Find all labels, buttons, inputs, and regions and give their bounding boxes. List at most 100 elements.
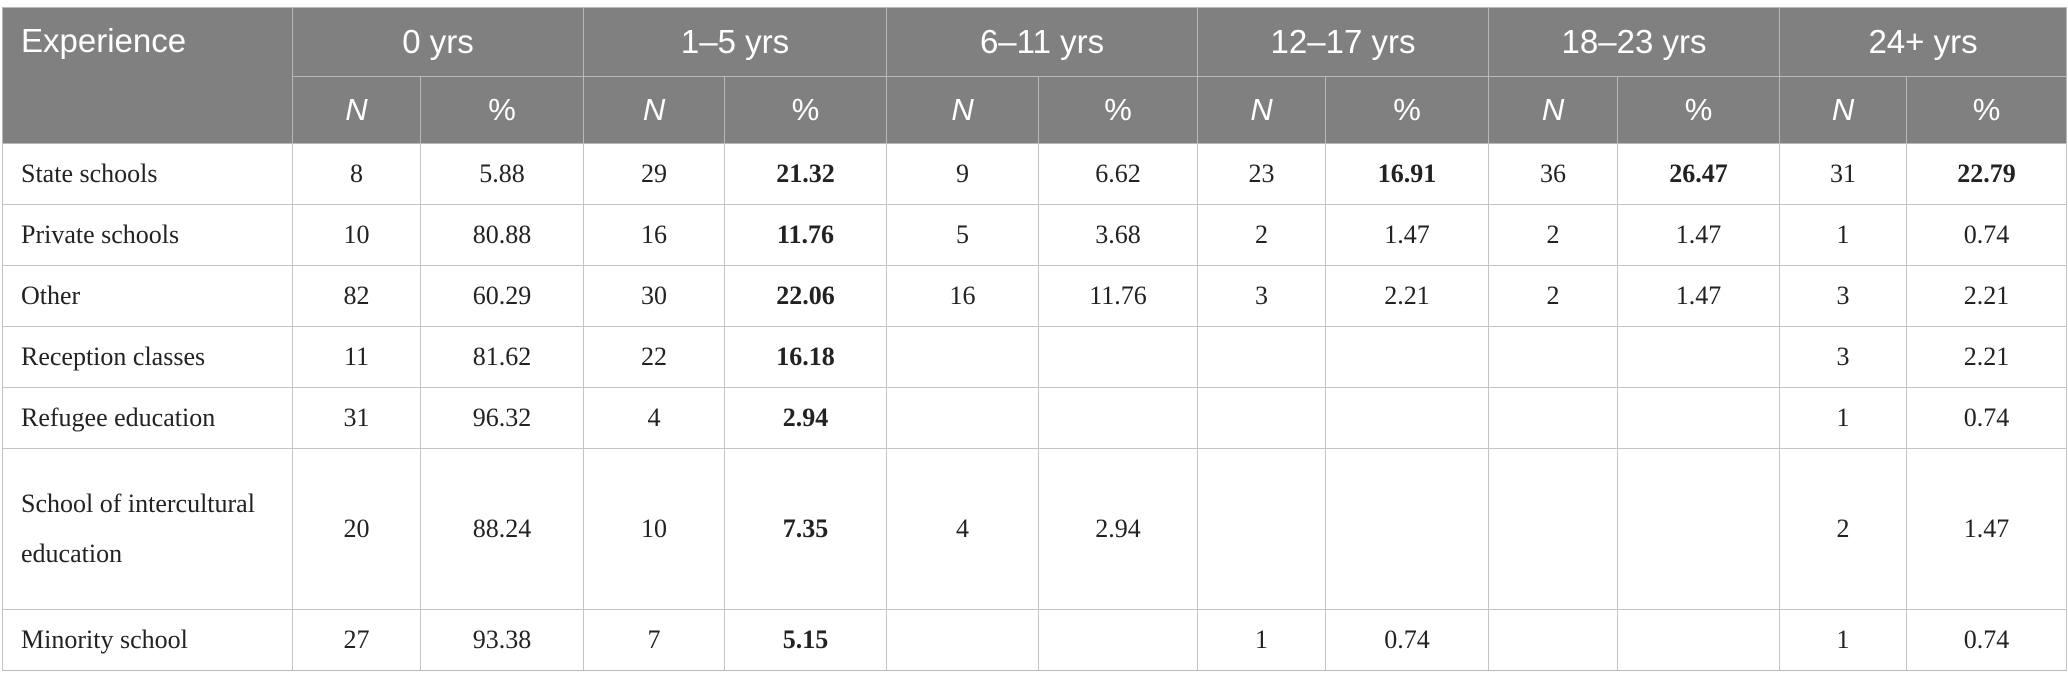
cell-n: 1 bbox=[1197, 609, 1327, 671]
cell-pct: 0.74 bbox=[1906, 204, 2068, 266]
header-group: 12–17 yrs bbox=[1197, 7, 1490, 77]
cell-n: 2 bbox=[1197, 204, 1327, 266]
header-group: 18–23 yrs bbox=[1488, 7, 1781, 77]
cell-n: 36 bbox=[1488, 143, 1619, 205]
cell-pct: 2.21 bbox=[1325, 265, 1490, 327]
cell-n: 4 bbox=[583, 387, 726, 449]
cell-pct: 22.06 bbox=[724, 265, 888, 327]
cell-pct bbox=[1038, 326, 1199, 388]
header-group: 6–11 yrs bbox=[886, 7, 1199, 77]
cell-pct bbox=[1038, 387, 1199, 449]
cell-n: 31 bbox=[1779, 143, 1908, 205]
cell-n bbox=[1197, 387, 1327, 449]
row-label: Other bbox=[2, 265, 293, 327]
cell-pct: 16.91 bbox=[1325, 143, 1490, 205]
cell-n: 30 bbox=[583, 265, 726, 327]
row-label: Private schools bbox=[2, 204, 293, 266]
cell-pct: 11.76 bbox=[1038, 265, 1199, 327]
header-n: N bbox=[1779, 76, 1908, 144]
cell-n: 16 bbox=[583, 204, 726, 266]
table-row: Minority school 27 93.38 7 5.15 1 0.74 1… bbox=[2, 609, 2068, 671]
table-row: Other 82 60.29 30 22.06 16 11.76 3 2.21 … bbox=[2, 265, 2068, 327]
cell-n bbox=[1197, 448, 1327, 610]
cell-n: 2 bbox=[1779, 448, 1908, 610]
cell-pct: 1.47 bbox=[1325, 204, 1490, 266]
cell-pct bbox=[1617, 326, 1781, 388]
header-group: 1–5 yrs bbox=[583, 7, 888, 77]
cell-pct bbox=[1038, 609, 1199, 671]
cell-n: 3 bbox=[1779, 326, 1908, 388]
cell-n: 2 bbox=[1488, 265, 1619, 327]
cell-n: 4 bbox=[886, 448, 1040, 610]
cell-pct: 3.68 bbox=[1038, 204, 1199, 266]
header-experience: Experience bbox=[2, 7, 293, 144]
table-row: Reception classes 11 81.62 22 16.18 3 2.… bbox=[2, 326, 2068, 388]
row-label: Reception classes bbox=[2, 326, 293, 388]
cell-n: 3 bbox=[1197, 265, 1327, 327]
cell-pct bbox=[1617, 387, 1781, 449]
cell-n bbox=[1488, 609, 1619, 671]
cell-pct: 1.47 bbox=[1617, 204, 1781, 266]
cell-pct: 5.88 bbox=[419, 143, 585, 205]
cell-pct: 81.62 bbox=[419, 326, 585, 388]
cell-n: 16 bbox=[886, 265, 1040, 327]
table-row: Private schools 10 80.88 16 11.76 5 3.68… bbox=[2, 204, 2068, 266]
cell-pct: 2.21 bbox=[1906, 265, 2068, 327]
cell-n: 29 bbox=[583, 143, 726, 205]
cell-pct: 0.74 bbox=[1906, 609, 2068, 671]
cell-n bbox=[886, 326, 1040, 388]
row-label: Refugee education bbox=[2, 387, 293, 449]
cell-n: 10 bbox=[583, 448, 726, 610]
cell-pct: 80.88 bbox=[419, 204, 585, 266]
cell-n bbox=[1488, 326, 1619, 388]
cell-n: 11 bbox=[292, 326, 421, 388]
cell-pct: 0.74 bbox=[1906, 387, 2068, 449]
header-n: N bbox=[583, 76, 726, 144]
cell-n bbox=[886, 387, 1040, 449]
cell-n: 1 bbox=[1779, 609, 1908, 671]
cell-n: 9 bbox=[886, 143, 1040, 205]
cell-n: 82 bbox=[292, 265, 421, 327]
cell-n: 22 bbox=[583, 326, 726, 388]
header-pct: % bbox=[419, 76, 585, 144]
cell-pct bbox=[1325, 448, 1490, 610]
cell-n: 10 bbox=[292, 204, 421, 266]
cell-pct: 88.24 bbox=[419, 448, 585, 610]
cell-n bbox=[886, 609, 1040, 671]
cell-n bbox=[1197, 326, 1327, 388]
header-pct: % bbox=[1617, 76, 1781, 144]
cell-pct: 16.18 bbox=[724, 326, 888, 388]
cell-pct: 1.47 bbox=[1906, 448, 2068, 610]
cell-pct: 2.94 bbox=[724, 387, 888, 449]
header-pct: % bbox=[1325, 76, 1490, 144]
cell-pct: 6.62 bbox=[1038, 143, 1199, 205]
cell-pct: 7.35 bbox=[724, 448, 888, 610]
header-pct: % bbox=[1038, 76, 1199, 144]
table-header: Experience 0 yrs 1–5 yrs 6–11 yrs 12–17 … bbox=[2, 7, 2068, 144]
row-label: School of intercultural education bbox=[2, 448, 293, 610]
cell-pct bbox=[1617, 448, 1781, 610]
cell-pct bbox=[1325, 326, 1490, 388]
cell-pct: 60.29 bbox=[419, 265, 585, 327]
cell-n: 23 bbox=[1197, 143, 1327, 205]
cell-n bbox=[1488, 387, 1619, 449]
cell-n: 8 bbox=[292, 143, 421, 205]
row-label: Minority school bbox=[2, 609, 293, 671]
cell-pct: 26.47 bbox=[1617, 143, 1781, 205]
table-row: State schools 8 5.88 29 21.32 9 6.62 23 … bbox=[2, 143, 2068, 205]
header-pct: % bbox=[724, 76, 888, 144]
header-group: 0 yrs bbox=[291, 7, 585, 77]
cell-n: 20 bbox=[292, 448, 421, 610]
header-group: 24+ yrs bbox=[1779, 7, 2068, 77]
cell-n: 7 bbox=[583, 609, 726, 671]
cell-pct: 21.32 bbox=[724, 143, 888, 205]
cell-n: 2 bbox=[1488, 204, 1619, 266]
cell-n: 1 bbox=[1779, 387, 1908, 449]
cell-pct: 22.79 bbox=[1906, 143, 2068, 205]
cell-pct: 11.76 bbox=[724, 204, 888, 266]
header-n: N bbox=[886, 76, 1040, 144]
cell-pct bbox=[1325, 387, 1490, 449]
cell-n: 27 bbox=[292, 609, 421, 671]
header-pct: % bbox=[1906, 76, 2068, 144]
cell-n bbox=[1488, 448, 1619, 610]
